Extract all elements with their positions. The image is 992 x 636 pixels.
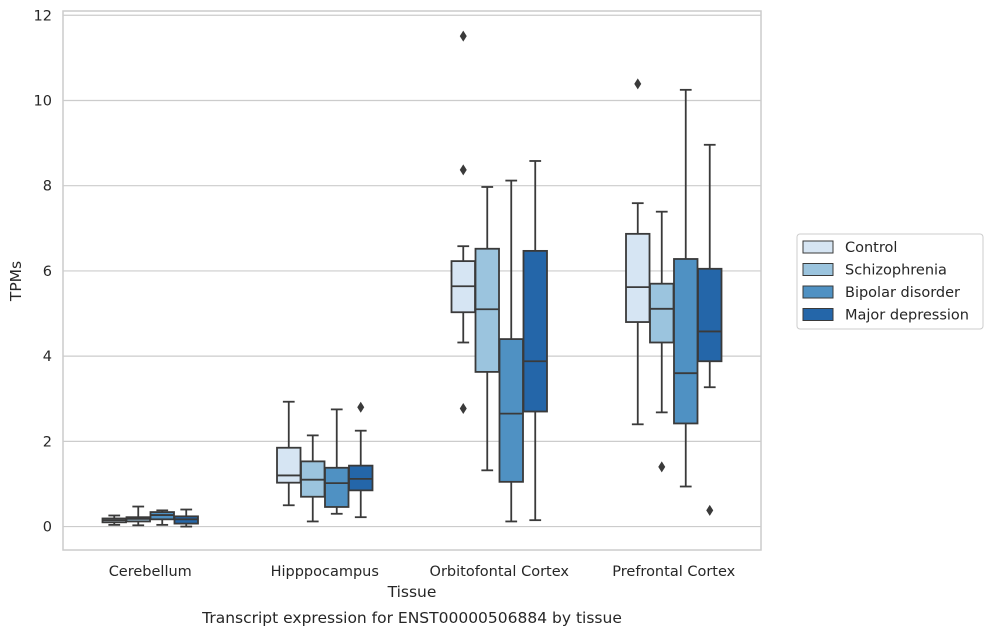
box-iqr bbox=[625, 232, 651, 323]
y-tick-label: 6 bbox=[43, 264, 52, 280]
box-iqr bbox=[697, 267, 723, 363]
gridlines bbox=[63, 14, 761, 528]
legend-frame bbox=[796, 233, 984, 330]
legend: Control Schizophrenia Bipolar disorder Majo… bbox=[796, 233, 984, 330]
legend-label: Schizophrenia bbox=[845, 263, 947, 279]
box-iqr bbox=[522, 249, 548, 413]
legend-swatch bbox=[802, 285, 834, 299]
outlier-point bbox=[706, 504, 714, 516]
legend-label: Major depression bbox=[845, 308, 969, 324]
box-group bbox=[450, 30, 548, 523]
chart-caption: Transcript expression for ENST0000050688… bbox=[201, 609, 622, 627]
box-group bbox=[276, 400, 374, 523]
box-iqr bbox=[276, 446, 302, 484]
y-tick-label: 8 bbox=[43, 179, 52, 195]
y-tick-label: 0 bbox=[43, 520, 52, 536]
x-tick-label: Orbitofontal Cortex bbox=[430, 564, 570, 580]
box-group bbox=[625, 78, 723, 516]
box-iqr bbox=[498, 338, 524, 483]
y-tick-label: 12 bbox=[34, 8, 52, 24]
legend-label: Control bbox=[845, 240, 897, 256]
box-iqr bbox=[649, 282, 675, 344]
x-tick-label: Prefrontal Cortex bbox=[612, 564, 735, 580]
y-tick-label: 4 bbox=[43, 349, 52, 365]
outlier-point bbox=[634, 78, 642, 90]
outlier-point bbox=[459, 30, 467, 42]
box-groups bbox=[101, 30, 723, 528]
legend-swatch bbox=[802, 263, 834, 276]
plot-frame bbox=[62, 10, 762, 551]
legend-swatch bbox=[802, 240, 834, 254]
legend-label: Bipolar disorder bbox=[845, 285, 960, 301]
x-tick-label: Cerebellum bbox=[109, 564, 192, 580]
outlier-point bbox=[357, 401, 365, 413]
x-tick-label: Hipppocampus bbox=[271, 564, 379, 580]
box-iqr bbox=[324, 466, 350, 508]
box-group bbox=[101, 505, 199, 528]
box-iqr bbox=[474, 247, 500, 373]
x-tick-labels: Cerebellum Hipppocampus Orbitofontal Corte… bbox=[109, 564, 736, 580]
y-tick-labels: 0 2 4 6 8 10 12 bbox=[34, 8, 52, 535]
outlier-point bbox=[459, 403, 467, 415]
outlier-point bbox=[658, 461, 666, 473]
y-tick-label: 10 bbox=[34, 93, 52, 109]
y-axis-title: TPMs bbox=[7, 261, 25, 302]
x-axis-title: Tissue bbox=[387, 583, 437, 601]
y-tick-label: 2 bbox=[43, 434, 52, 450]
outlier-point bbox=[459, 164, 467, 176]
box-iqr bbox=[673, 258, 699, 425]
legend-swatch bbox=[802, 308, 834, 321]
